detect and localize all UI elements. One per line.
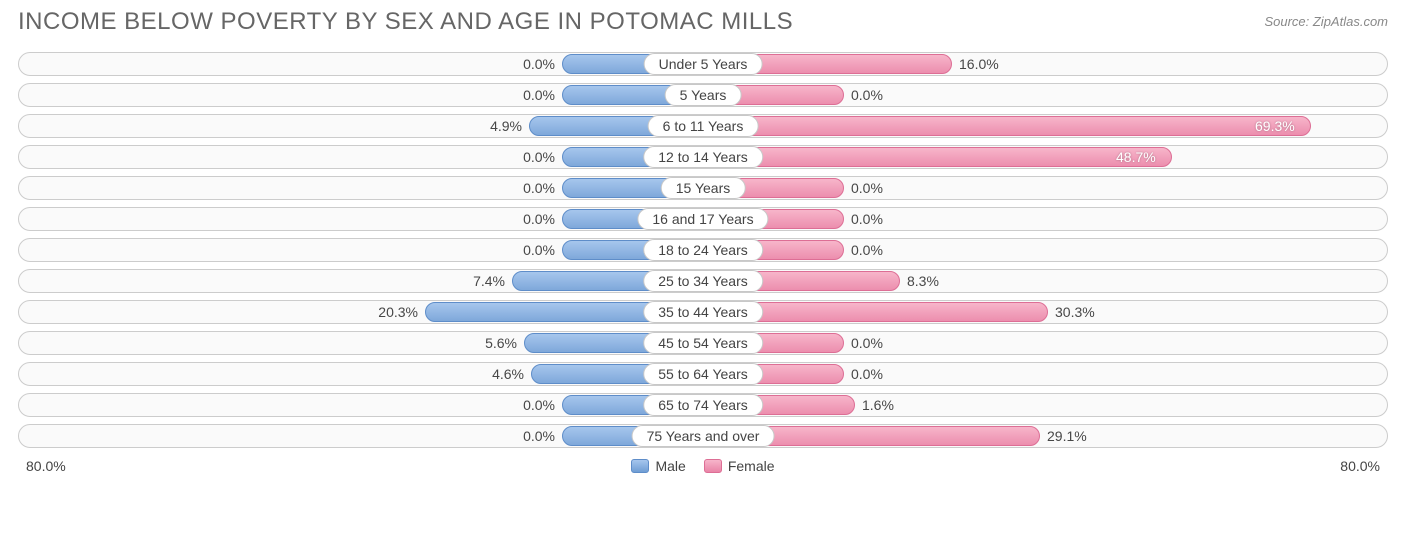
category-label: 45 to 54 Years xyxy=(643,332,763,354)
female-half: 29.1% xyxy=(703,425,1387,447)
legend-female-label: Female xyxy=(728,458,775,474)
data-row: 0.0% 0.0% 15 Years xyxy=(18,176,1388,200)
male-half: 0.0% xyxy=(19,146,703,168)
female-bar xyxy=(704,116,1311,136)
category-label: 15 Years xyxy=(661,177,746,199)
data-row: 0.0% 1.6% 65 to 74 Years xyxy=(18,393,1388,417)
data-row: 0.0% 16.0% Under 5 Years xyxy=(18,52,1388,76)
male-value: 4.6% xyxy=(492,366,524,382)
female-half: 8.3% xyxy=(703,270,1387,292)
female-value: 0.0% xyxy=(851,366,883,382)
male-value: 0.0% xyxy=(523,87,555,103)
male-value: 0.0% xyxy=(523,56,555,72)
category-label: 6 to 11 Years xyxy=(648,115,759,137)
male-half: 20.3% xyxy=(19,301,703,323)
male-value: 5.6% xyxy=(485,335,517,351)
female-half: 16.0% xyxy=(703,53,1387,75)
male-half: 5.6% xyxy=(19,332,703,354)
female-swatch-icon xyxy=(704,459,722,473)
data-row: 0.0% 0.0% 5 Years xyxy=(18,83,1388,107)
female-value: 0.0% xyxy=(851,211,883,227)
female-value: 69.3% xyxy=(1255,118,1295,134)
female-half: 0.0% xyxy=(703,239,1387,261)
male-half: 0.0% xyxy=(19,208,703,230)
female-value: 0.0% xyxy=(851,180,883,196)
category-label: Under 5 Years xyxy=(644,53,763,75)
legend-male: Male xyxy=(631,458,685,474)
legend-male-label: Male xyxy=(655,458,685,474)
data-row: 0.0% 0.0% 16 and 17 Years xyxy=(18,207,1388,231)
axis-right-max: 80.0% xyxy=(1340,458,1380,474)
data-row: 7.4% 8.3% 25 to 34 Years xyxy=(18,269,1388,293)
female-value: 1.6% xyxy=(862,397,894,413)
data-row: 5.6% 0.0% 45 to 54 Years xyxy=(18,331,1388,355)
data-row: 0.0% 29.1% 75 Years and over xyxy=(18,424,1388,448)
male-value: 0.0% xyxy=(523,397,555,413)
female-value: 48.7% xyxy=(1116,149,1156,165)
data-row: 0.0% 0.0% 18 to 24 Years xyxy=(18,238,1388,262)
female-half: 0.0% xyxy=(703,177,1387,199)
data-row: 4.6% 0.0% 55 to 64 Years xyxy=(18,362,1388,386)
male-half: 0.0% xyxy=(19,53,703,75)
female-bar xyxy=(704,147,1172,167)
category-label: 18 to 24 Years xyxy=(643,239,763,261)
female-value: 16.0% xyxy=(959,56,999,72)
female-value: 0.0% xyxy=(851,335,883,351)
female-value: 30.3% xyxy=(1055,304,1095,320)
male-value: 4.9% xyxy=(490,118,522,134)
female-half: 0.0% xyxy=(703,84,1387,106)
category-label: 75 Years and over xyxy=(632,425,775,447)
male-half: 0.0% xyxy=(19,394,703,416)
male-swatch-icon xyxy=(631,459,649,473)
male-value: 0.0% xyxy=(523,180,555,196)
female-half: 0.0% xyxy=(703,208,1387,230)
category-label: 25 to 34 Years xyxy=(643,270,763,292)
male-value: 0.0% xyxy=(523,242,555,258)
male-half: 7.4% xyxy=(19,270,703,292)
male-half: 0.0% xyxy=(19,239,703,261)
data-row: 0.0% 48.7% 12 to 14 Years xyxy=(18,145,1388,169)
male-value: 0.0% xyxy=(523,211,555,227)
male-value: 7.4% xyxy=(473,273,505,289)
legend-center: Male Female xyxy=(631,458,774,474)
female-value: 29.1% xyxy=(1047,428,1087,444)
male-value: 20.3% xyxy=(378,304,418,320)
source-attribution: Source: ZipAtlas.com xyxy=(1264,14,1388,29)
data-row: 20.3% 30.3% 35 to 44 Years xyxy=(18,300,1388,324)
chart-container: INCOME BELOW POVERTY BY SEX AND AGE IN P… xyxy=(0,0,1406,559)
chart-rows: 0.0% 16.0% Under 5 Years 0.0% 0.0% 5 Years 4.9… xyxy=(12,42,1394,448)
category-label: 35 to 44 Years xyxy=(643,301,763,323)
female-half: 1.6% xyxy=(703,394,1387,416)
data-row: 4.9% 69.3% 6 to 11 Years xyxy=(18,114,1388,138)
category-label: 12 to 14 Years xyxy=(643,146,763,168)
category-label: 55 to 64 Years xyxy=(643,363,763,385)
male-value: 0.0% xyxy=(523,428,555,444)
female-half: 69.3% xyxy=(703,115,1387,137)
chart-title: INCOME BELOW POVERTY BY SEX AND AGE IN P… xyxy=(12,8,1394,42)
category-label: 16 and 17 Years xyxy=(637,208,768,230)
male-value: 0.0% xyxy=(523,149,555,165)
female-half: 48.7% xyxy=(703,146,1387,168)
female-half: 0.0% xyxy=(703,332,1387,354)
category-label: 65 to 74 Years xyxy=(643,394,763,416)
female-half: 0.0% xyxy=(703,363,1387,385)
female-value: 0.0% xyxy=(851,242,883,258)
male-half: 0.0% xyxy=(19,177,703,199)
male-half: 4.6% xyxy=(19,363,703,385)
chart-legend: 80.0% Male Female 80.0% xyxy=(12,448,1394,474)
male-half: 0.0% xyxy=(19,425,703,447)
axis-left-max: 80.0% xyxy=(26,458,66,474)
male-half: 4.9% xyxy=(19,115,703,137)
female-value: 8.3% xyxy=(907,273,939,289)
female-value: 0.0% xyxy=(851,87,883,103)
female-half: 30.3% xyxy=(703,301,1387,323)
legend-female: Female xyxy=(704,458,775,474)
category-label: 5 Years xyxy=(665,84,742,106)
male-half: 0.0% xyxy=(19,84,703,106)
